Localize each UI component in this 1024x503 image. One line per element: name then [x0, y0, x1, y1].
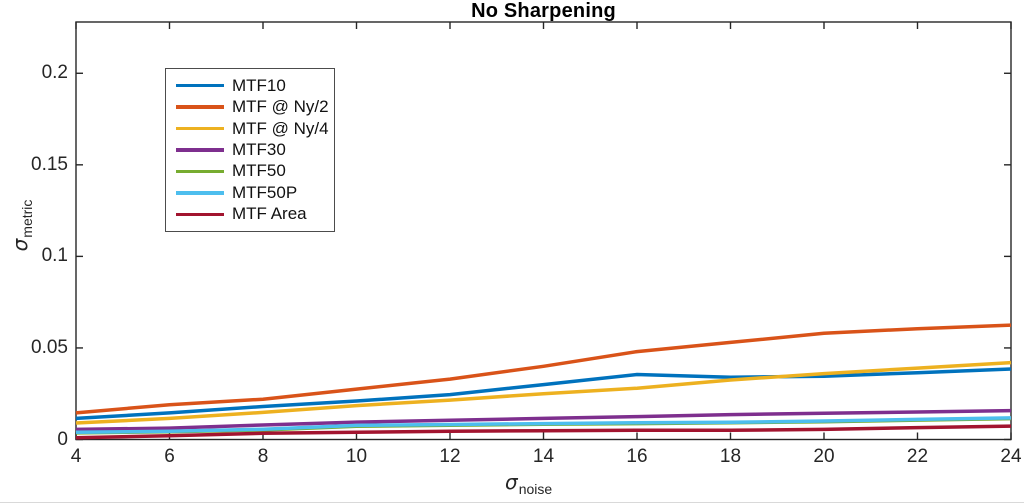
legend-label: MTF50 [232, 161, 286, 181]
y-axis-label-subscript: metric [19, 199, 35, 238]
y-tick-label: 0.2 [41, 62, 68, 84]
legend-line-swatch [176, 126, 224, 131]
legend-label: MTF30 [232, 139, 286, 159]
legend-line-swatch [176, 105, 224, 109]
legend-label: MTF Area [232, 204, 307, 224]
y-tick-label: 0.15 [31, 153, 68, 175]
legend-line-swatch [176, 191, 224, 195]
series-line-mtf30 [75, 408, 1012, 432]
legend-label: MTF10 [232, 75, 286, 95]
x-tick-label: 14 [532, 446, 555, 467]
legend-item: MTF @ Ny/4 [166, 118, 334, 139]
series-line-mtf-ny-4 [75, 360, 1012, 425]
series-line-mtf-area [75, 424, 1012, 440]
legend: MTF10 MTF @ Ny/2 MTF @ Ny/4 MTF30 MTF50 MTF50… [165, 68, 335, 232]
x-tick-label: 16 [626, 446, 648, 467]
legend-label: MTF @ Ny/4 [232, 118, 329, 138]
x-axis-label: σnoise [505, 470, 553, 497]
x-tick-label: 20 [813, 446, 835, 467]
y-axis-label: σmetric [8, 199, 35, 252]
x-tick-label: 8 [257, 446, 269, 467]
x-tick-label: 10 [345, 446, 368, 467]
x-tick-label: 18 [719, 446, 742, 467]
legend-line-swatch [176, 169, 224, 174]
legend-line-swatch [176, 148, 224, 152]
legend-item: MTF50P [166, 182, 334, 203]
legend-line-swatch [176, 83, 224, 88]
x-axis-label-subscript: noise [518, 481, 553, 497]
legend-item: MTF Area [166, 204, 334, 225]
legend-item: MTF30 [166, 139, 334, 160]
y-tick-label: 0.1 [41, 245, 68, 267]
chart-title: No Sharpening [471, 0, 616, 22]
legend-line-swatch [176, 212, 224, 216]
sigma-symbol: σ [8, 238, 32, 252]
legend-label: MTF50P [232, 182, 298, 202]
series-line-mtf-ny-2 [75, 323, 1012, 415]
x-tick-label: 22 [906, 446, 929, 467]
x-tick-label: 6 [164, 446, 175, 467]
y-tick-label: 0.05 [31, 336, 68, 358]
series-line-mtf50p [75, 416, 1012, 434]
x-tick-label: 4 [70, 446, 82, 467]
legend-item: MTF10 [166, 75, 334, 96]
y-tick-label: 0 [57, 428, 68, 450]
x-tick-label: 24 [1000, 446, 1022, 467]
legend-label: MTF @ Ny/2 [232, 97, 329, 117]
x-tick-label: 12 [439, 446, 461, 467]
legend-item: MTF50 [166, 161, 334, 182]
sigma-symbol: σ [505, 470, 518, 494]
series-line-mtf10 [75, 367, 1012, 421]
legend-item: MTF @ Ny/2 [166, 96, 334, 117]
